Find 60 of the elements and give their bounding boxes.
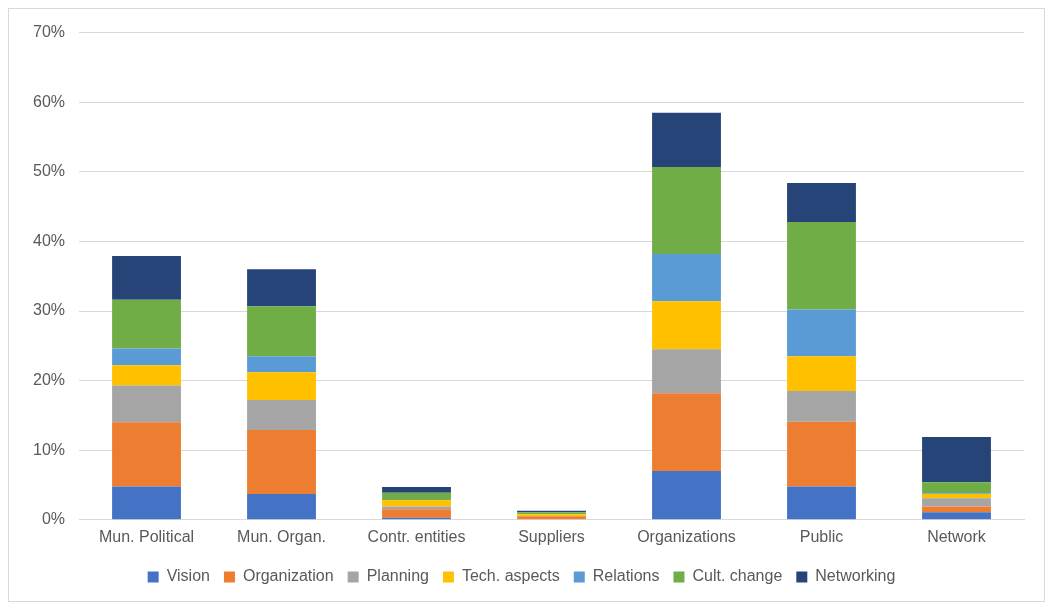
x-tick-label: Contr. entities: [367, 527, 466, 545]
y-tick-label: 20%: [32, 371, 66, 389]
legend-label: Relations: [592, 567, 660, 585]
bar: [112, 256, 181, 300]
legend-label: Organization: [242, 567, 334, 585]
bar: [787, 221, 856, 310]
bar: [787, 391, 856, 422]
x-tick-label: Public: [799, 527, 844, 545]
x-tick-label: Mun. Organ.: [237, 527, 326, 545]
y-tick-label: 10%: [32, 440, 66, 458]
y-tick-label: 70%: [32, 23, 66, 41]
bar: [247, 494, 316, 520]
y-tick-label: 50%: [32, 162, 66, 180]
bar: [112, 299, 181, 349]
bar: [247, 430, 316, 495]
bar: [247, 400, 316, 431]
bar: [112, 348, 181, 366]
bar: [112, 365, 181, 386]
bar: [112, 422, 181, 487]
bar: [112, 385, 181, 423]
bar: [787, 421, 856, 487]
legend-label: Networking: [815, 567, 896, 585]
bar: [787, 356, 856, 392]
bar: [652, 301, 721, 350]
x-tick-label: Organizations: [637, 527, 736, 545]
x-tick-label: Network: [927, 527, 987, 545]
legend-label: Tech. aspects: [461, 567, 560, 585]
bar: [787, 309, 856, 357]
bar: [112, 486, 181, 520]
y-tick-label: 0%: [41, 510, 66, 528]
bar: [247, 372, 316, 401]
bar: [652, 166, 721, 254]
bar: [652, 471, 721, 520]
bar: [382, 500, 451, 507]
y-tick-label: 60%: [32, 92, 66, 110]
bar: [787, 486, 856, 520]
bar: [922, 498, 991, 507]
bar: [247, 269, 316, 307]
bar: [247, 356, 316, 373]
legend-label: Planning: [366, 567, 429, 585]
bar: [787, 182, 856, 222]
x-tick-label: Suppliers: [518, 527, 585, 545]
bar: [922, 506, 991, 513]
bar: [652, 112, 721, 167]
x-tick-label: Mun. Political: [98, 527, 195, 545]
bar: [652, 349, 721, 394]
bar: [922, 436, 991, 483]
bar: [922, 482, 991, 494]
bar: [382, 509, 451, 518]
bar: [922, 494, 991, 499]
bar: [382, 487, 451, 493]
y-tick-label: 30%: [32, 301, 66, 319]
legend-label: Cult. change: [692, 567, 783, 585]
bar: [652, 393, 721, 472]
bar: [652, 253, 721, 302]
bar: [382, 492, 451, 501]
bar: [922, 512, 991, 520]
legend-label: Vision: [166, 567, 210, 585]
y-tick-label: 40%: [32, 231, 66, 249]
bar: [247, 306, 316, 357]
